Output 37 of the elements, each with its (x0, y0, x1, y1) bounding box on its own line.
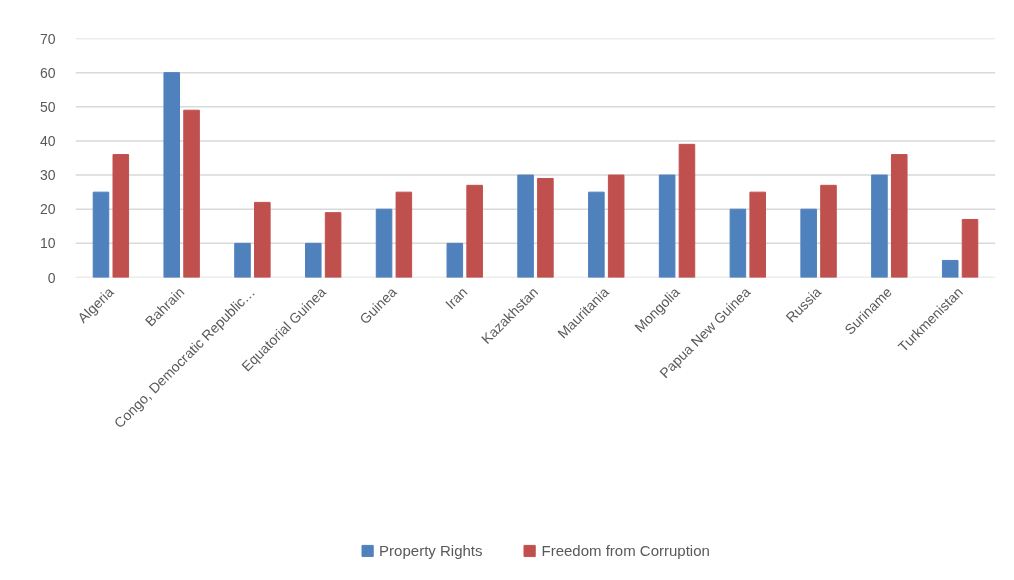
bar (466, 184, 483, 278)
y-tick-label: 70 (39, 30, 56, 47)
bar (607, 174, 625, 278)
bar (324, 212, 342, 278)
bar (254, 201, 271, 278)
y-tick-label: 60 (39, 64, 56, 81)
bar (729, 208, 747, 278)
bar (871, 174, 888, 278)
y-tick-label: 20 (39, 201, 56, 218)
y-tick-label: 10 (39, 235, 56, 252)
bar (820, 184, 837, 278)
bar (395, 191, 413, 278)
bar (961, 218, 979, 278)
y-tick-label: 30 (39, 167, 56, 184)
y-tick-label: 0 (47, 269, 56, 286)
bar (678, 143, 696, 278)
bar (446, 242, 464, 278)
bar (183, 109, 200, 278)
y-tick-label: 50 (39, 98, 56, 115)
y-tick-label: 40 (39, 132, 56, 149)
bar (749, 191, 766, 278)
bar (92, 191, 110, 278)
bar (375, 208, 393, 278)
bar (517, 174, 534, 278)
bar (537, 177, 554, 278)
legend-label: Property Rights (379, 541, 483, 559)
bar (941, 259, 959, 278)
bar (305, 242, 322, 278)
bar (658, 174, 676, 278)
bar (112, 154, 130, 278)
bar (163, 72, 181, 278)
bar (800, 208, 817, 278)
legend-label: Freedom from Corruption (541, 541, 710, 559)
bar (588, 191, 605, 278)
x-tick-label: Iran (442, 283, 471, 313)
bar (234, 242, 251, 278)
bar (890, 154, 908, 278)
